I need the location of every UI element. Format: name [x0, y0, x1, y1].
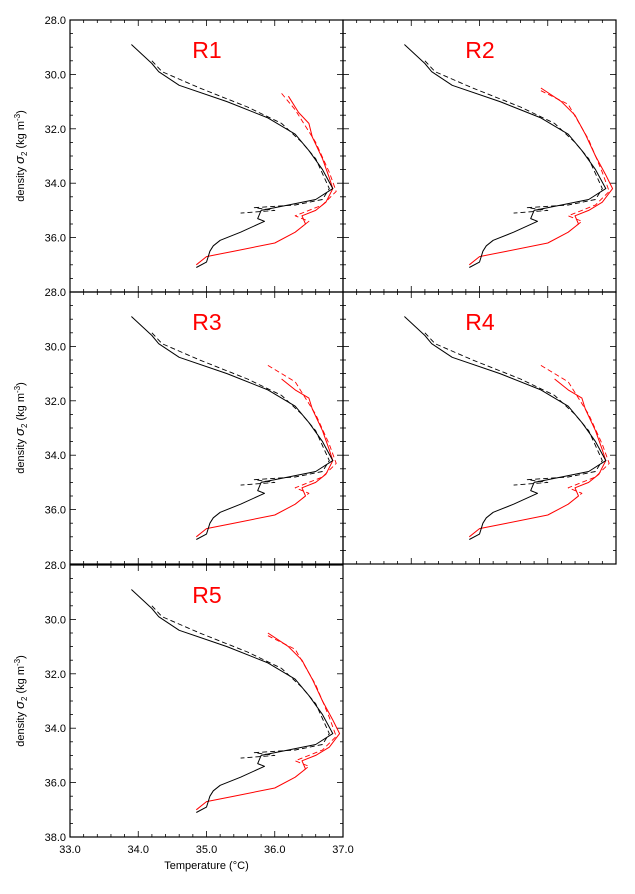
x-axis-title: Temperature (°C) [164, 860, 248, 872]
y-tick-label: 32.0 [45, 124, 66, 136]
series-group [131, 589, 341, 813]
series-red-dashed [540, 365, 610, 500]
series-black-dashed [151, 605, 330, 759]
series-red-solid [195, 632, 341, 811]
y-axis-title: density σ2 (kg m-3) [12, 110, 29, 202]
tick-marks [342, 19, 617, 293]
series-black-solid [404, 44, 607, 268]
panel-r4: R4 [342, 291, 617, 565]
tick-marks [69, 564, 344, 838]
panel-label: R3 [192, 309, 221, 335]
panel-label: R4 [465, 309, 495, 335]
panel-r5: 28.0 30.0 32.0 34.0 36.0 38.0 density σ2 (kg m… [12, 560, 354, 872]
x-tick-label: 37.0 [332, 844, 353, 856]
series-black-solid [131, 316, 334, 540]
x-tick-label: 35.0 [196, 844, 217, 856]
y-tick-label: 36.0 [45, 233, 66, 245]
series-group [131, 44, 337, 268]
y-tick-label: 36.0 [45, 505, 66, 517]
series-red-solid [468, 87, 614, 266]
y-tick-label: 38.0 [45, 832, 66, 844]
series-black-solid [131, 589, 334, 813]
y-tick-label: 30.0 [45, 341, 66, 353]
y-tick-label: 34.0 [45, 723, 66, 735]
y-tick-label: 30.0 [45, 614, 66, 626]
y-axis-title: density σ2 (kg m-3) [12, 655, 29, 747]
panel-r3: 28.0 30.0 32.0 34.0 36.0 density σ2 (kg m-3) R… [12, 287, 344, 565]
y-tick-label: 28.0 [45, 287, 66, 299]
series-red-solid [468, 378, 607, 538]
series-red-dashed [281, 93, 337, 228]
series-black-dashed [151, 332, 330, 486]
series-red-solid [195, 95, 334, 266]
series-black-solid [131, 44, 334, 268]
series-red-dashed [267, 635, 337, 773]
series-red-dashed [540, 90, 610, 228]
series-red-solid [195, 378, 334, 538]
panel-r2: R2 [342, 19, 617, 293]
series-group [131, 316, 337, 540]
y-tick-label: 34.0 [45, 450, 66, 462]
series-group [404, 44, 614, 268]
series-black-solid [404, 316, 607, 540]
panel-label: R2 [465, 37, 494, 63]
y-tick-label: 36.0 [45, 778, 66, 790]
series-group [404, 316, 610, 540]
series-red-dashed [267, 365, 337, 500]
panel-label: R5 [192, 582, 221, 608]
panel-label: R1 [192, 37, 221, 63]
tick-marks [342, 291, 617, 565]
y-tick-label: 30.0 [45, 69, 66, 81]
y-tick-label: 34.0 [45, 178, 66, 190]
y-tick-label: 28.0 [45, 15, 66, 27]
y-tick-label: 32.0 [45, 396, 66, 408]
y-tick-label: 28.0 [45, 560, 66, 572]
y-tick-label: 32.0 [45, 669, 66, 681]
y-axis-title: density σ2 (kg m-3) [12, 382, 29, 474]
series-black-dashed [424, 60, 603, 214]
x-tick-label: 33.0 [59, 844, 80, 856]
panel-r1: 28.0 30.0 32.0 34.0 36.0 density σ2 (kg m-3) R… [12, 15, 344, 293]
series-black-dashed [424, 332, 603, 486]
x-tick-label: 36.0 [264, 844, 285, 856]
series-black-dashed [151, 60, 330, 214]
x-tick-label: 34.0 [128, 844, 149, 856]
